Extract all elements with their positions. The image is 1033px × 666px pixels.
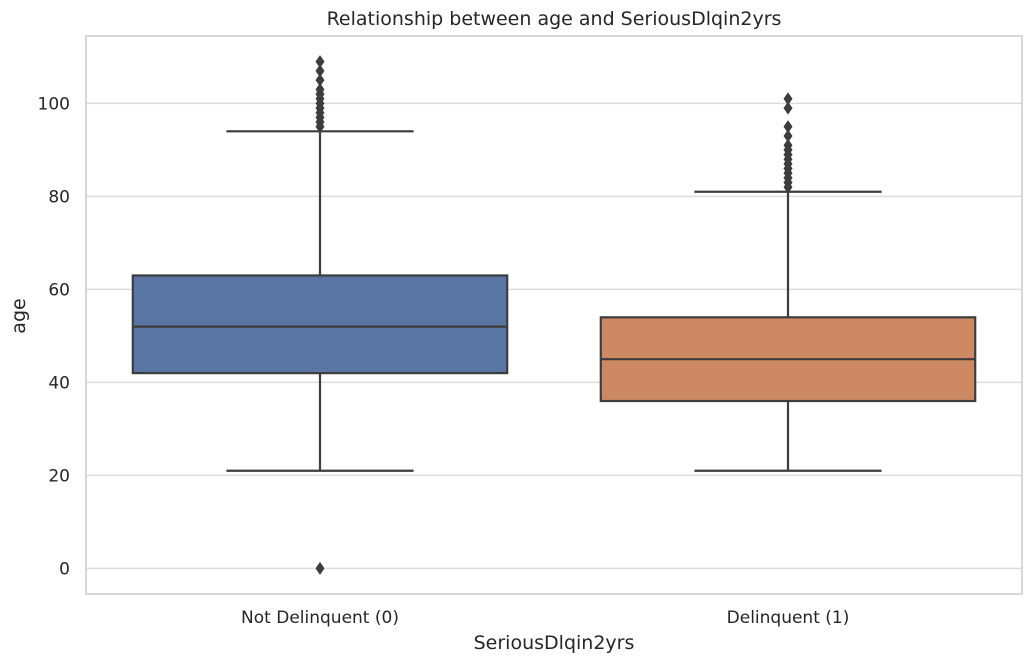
x-tick-label: Not Delinquent (0)	[241, 608, 399, 628]
y-tick-label: 40	[48, 373, 70, 393]
box-group	[131, 55, 509, 575]
y-tick-labels: 0 20 40 60 80 100	[38, 94, 70, 579]
outlier-marker	[783, 92, 793, 106]
outlier-marker	[315, 73, 325, 87]
outlier-marker	[783, 101, 793, 115]
x-tick-label: Delinquent (1)	[727, 608, 850, 628]
y-axis-label: age	[8, 298, 30, 333]
outlier-marker	[783, 129, 793, 143]
chart-title: Relationship between age and SeriousDlqi…	[327, 8, 782, 30]
y-tick-label: 100	[38, 94, 70, 114]
box-layer	[131, 55, 977, 575]
outlier-marker	[315, 55, 325, 69]
outlier-marker	[315, 64, 325, 78]
y-tick-label: 0	[59, 559, 70, 579]
x-axis-label: SeriousDlqin2yrs	[474, 632, 635, 654]
plot-frame	[85, 35, 1023, 595]
box-group	[599, 92, 977, 472]
outlier-marker	[315, 82, 325, 96]
y-tick-label: 80	[48, 187, 70, 207]
y-tick-label: 60	[48, 280, 70, 300]
x-tick-labels: Not Delinquent (0) Delinquent (1)	[241, 608, 849, 628]
outlier-marker	[783, 120, 793, 134]
iqr-box	[131, 274, 509, 375]
outlier-marker	[783, 138, 793, 152]
y-tick-label: 20	[48, 466, 70, 486]
outlier-marker	[315, 561, 325, 575]
